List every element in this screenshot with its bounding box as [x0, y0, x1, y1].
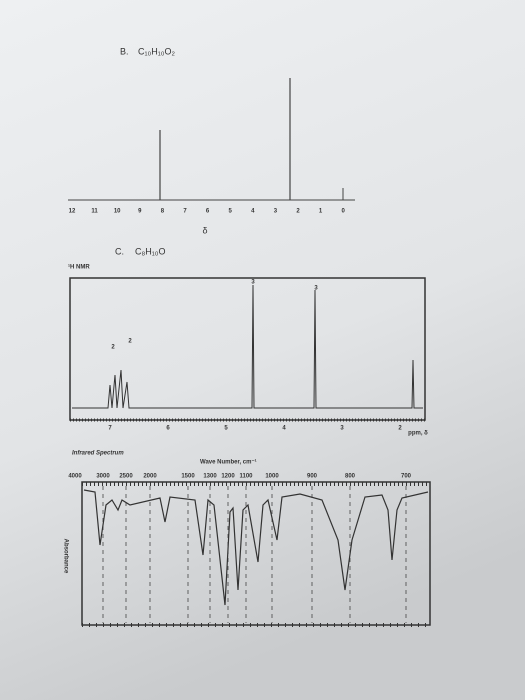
- integration-label: 3: [314, 286, 318, 292]
- tick-label: 6: [206, 209, 210, 215]
- tick-label: 1200: [221, 474, 235, 480]
- tick-label: 4000: [68, 474, 82, 480]
- tick-label: 0: [342, 209, 346, 215]
- tick-label: 5: [224, 426, 228, 432]
- tick-label: 6: [166, 426, 170, 432]
- tick-label: 1500: [181, 474, 195, 480]
- tick-label: 2500: [119, 474, 133, 480]
- ir-axis-label: Wave Number, cm⁻¹: [200, 459, 257, 466]
- tick-label: 4: [251, 209, 255, 215]
- tick-label: 7: [108, 426, 112, 432]
- tick-label: 900: [307, 474, 318, 480]
- ir-y-label: Absorbance: [62, 539, 68, 574]
- tick-label: 3000: [96, 474, 110, 480]
- tick-label: 2000: [143, 474, 157, 480]
- tick-label: 1: [319, 209, 323, 215]
- tick-label: 1100: [239, 474, 253, 480]
- spectrum-b: [68, 78, 355, 201]
- tick-label: 800: [345, 474, 356, 480]
- formula: C₈H₁₀O: [135, 246, 166, 256]
- ir-trace: [83, 489, 429, 606]
- tick-label: 3: [274, 209, 278, 215]
- integration-label: 2: [111, 345, 115, 351]
- tick-label: 10: [114, 209, 121, 215]
- tick-label: 2: [296, 209, 300, 215]
- problem-letter: B.: [120, 46, 129, 56]
- tick-label: 7: [183, 209, 187, 215]
- axis-label: ppm, δ: [408, 431, 428, 437]
- tick-label: 700: [401, 474, 412, 480]
- tick-label: 9: [138, 209, 142, 215]
- integration-label: 3: [251, 280, 255, 286]
- ir-axis: 4000 3000 2500 2000 1500 1300 1200 1100 1000 900 8…: [68, 474, 412, 623]
- problem-letter: C.: [115, 246, 124, 256]
- ir-frame: [81, 481, 431, 626]
- axis-label: δ: [202, 225, 207, 235]
- tick-label: 8: [161, 209, 165, 215]
- tick-label: 3: [340, 426, 344, 432]
- tick-label: 5: [229, 209, 233, 215]
- integration-label: 2: [128, 339, 132, 345]
- nmr-labels: 2 2 3 3 7 6 5 4 3 2: [108, 280, 402, 432]
- axis-b: 12 11 10 9 8 7 6 5 4 3 2 1 0: [69, 209, 346, 215]
- tick-label: 2: [398, 426, 402, 432]
- formula: C₁₀H₁₀O₂: [138, 46, 176, 56]
- ir-title: Infrared Spectrum: [72, 451, 124, 457]
- tick-label: 4: [282, 426, 286, 432]
- tick-label: 12: [69, 209, 76, 215]
- nmr-trace: [72, 284, 423, 409]
- nmr-title: ¹H NMR: [68, 264, 90, 271]
- tick-label: 1000: [265, 474, 279, 480]
- tick-label: 11: [91, 209, 98, 215]
- tick-label: 1300: [203, 474, 217, 480]
